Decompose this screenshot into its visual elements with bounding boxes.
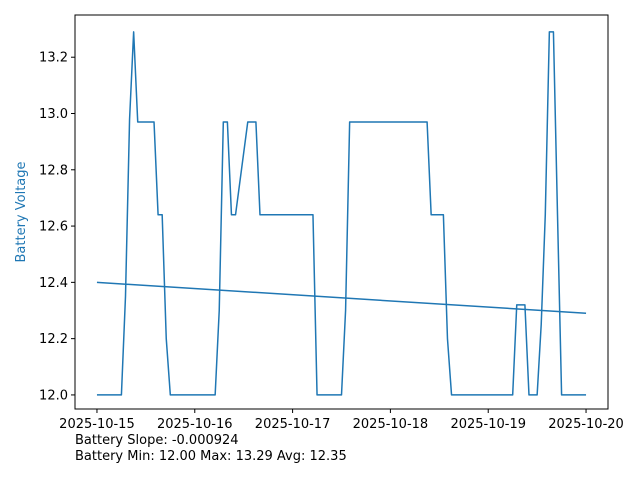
plot-lines	[96, 31, 587, 396]
plot-frame	[74, 14, 609, 410]
x-tick-label: 2025-10-18	[353, 417, 429, 432]
y-tick-label: 13.2	[39, 51, 68, 66]
y-axis-label: Battery Voltage	[14, 161, 29, 262]
trend-line	[96, 281, 587, 315]
x-axis: 2025-10-15 2025-10-16 2025-10-17 2025-10-18…	[59, 409, 624, 432]
x-tick-label: 2025-10-17	[255, 417, 331, 432]
y-axis: 12.0 12.2 12.4 12.6 12.8 13.0 13.2	[39, 51, 75, 403]
x-tick-label: 2025-10-20	[548, 417, 624, 432]
y-tick-label: 12.0	[39, 388, 68, 403]
battery-stats-text: Battery Min: 12.00 Max: 13.29 Avg: 12.35	[75, 449, 347, 464]
x-tick-label: 2025-10-19	[450, 417, 526, 432]
x-tick-label: 2025-10-16	[157, 417, 233, 432]
y-tick-label: 12.4	[39, 276, 68, 291]
y-tick-label: 12.8	[39, 163, 68, 178]
x-tick-label: 2025-10-15	[59, 417, 135, 432]
series-line	[96, 31, 587, 396]
y-tick-label: 12.2	[39, 332, 68, 347]
y-tick-label: 12.6	[39, 220, 68, 235]
battery-slope-text: Battery Slope: -0.000924	[75, 433, 239, 448]
y-tick-label: 13.0	[39, 107, 68, 122]
